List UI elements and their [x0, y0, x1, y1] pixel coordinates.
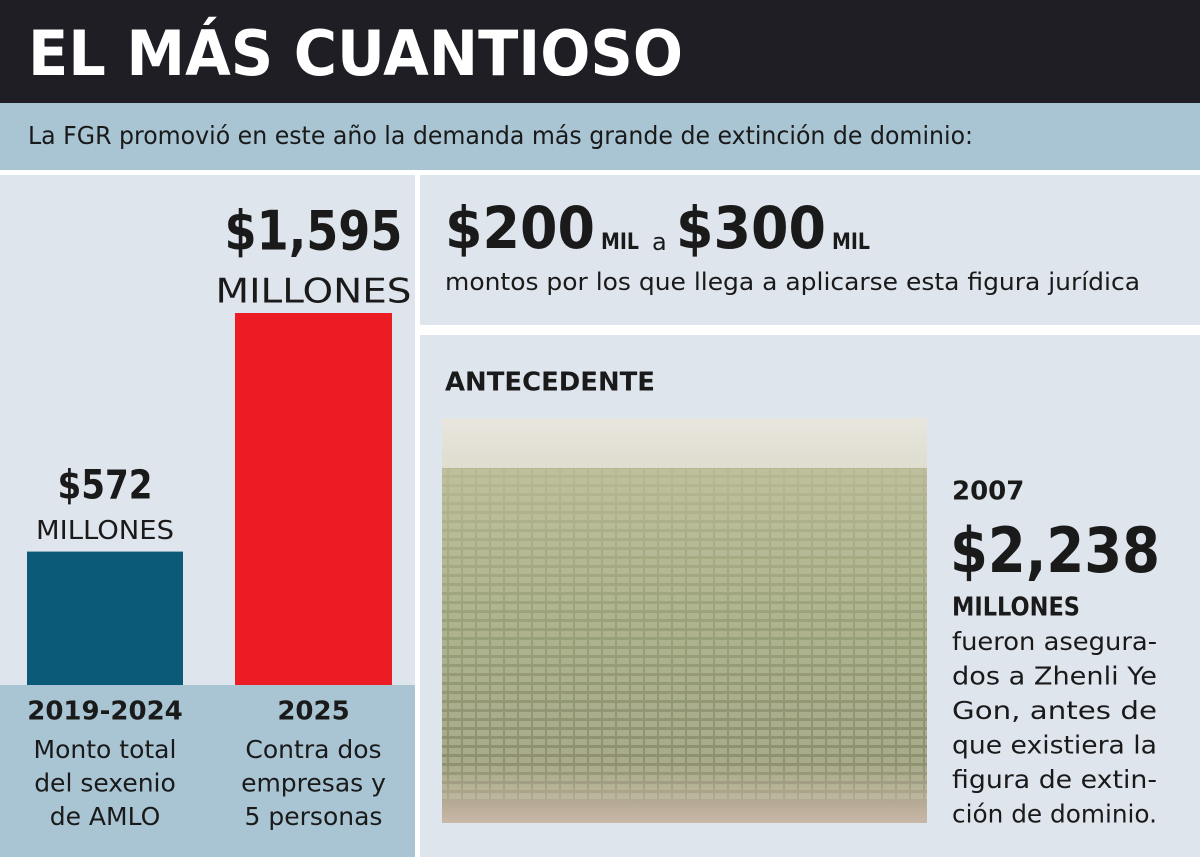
category-description: del sexenio [34, 769, 176, 798]
range-from-unit: MIL [601, 230, 639, 255]
category-label: 2025 [277, 697, 349, 727]
range-to-unit: MIL [832, 230, 870, 255]
range-to: $300 [676, 194, 826, 262]
subtitle: La FGR promovió en este año la demanda m… [28, 121, 973, 150]
category-description: 5 personas [245, 802, 383, 831]
category-description: Monto total [34, 735, 177, 764]
photo-texture [442, 460, 927, 800]
year: 2007 [952, 477, 1024, 507]
section-heading: ANTECEDENTE [445, 368, 655, 398]
chart-footer [0, 685, 415, 857]
description-line: fueron asegura- [952, 627, 1157, 656]
description: fueron asegura-dos a Zhenli Ye Gon, antes… [952, 627, 1157, 829]
header-bar [0, 0, 1200, 103]
description-line: que existiera la [952, 731, 1157, 760]
category-label: 2019-2024 [27, 697, 183, 727]
description-line: dos a Zhenli Ye [952, 662, 1157, 691]
value-label: $1,595 [225, 199, 403, 262]
description-line: ción de dominio. [952, 800, 1157, 829]
range-panel [420, 175, 1200, 325]
value-unit: MILLONES [36, 516, 174, 546]
photo-wall [442, 418, 927, 468]
bar [235, 313, 392, 685]
category-description: empresas y [241, 769, 386, 798]
category-description: Contra dos [245, 735, 381, 764]
value-unit: MILLONES [216, 272, 412, 312]
title: EL MÁS CUANTIOSO [28, 17, 683, 90]
bar [27, 551, 183, 685]
category-description: de AMLO [50, 802, 161, 831]
range-from: $200 [445, 194, 595, 262]
value-label: $572 [58, 463, 153, 509]
amount-unit: MILLONES [952, 593, 1080, 623]
amount: $2,238 [950, 514, 1160, 587]
description-line: Gon, antes de [952, 696, 1157, 725]
range-caption: montos por los que llega a aplicarse est… [445, 268, 1140, 296]
description-line: figura de extin- [952, 765, 1157, 794]
subtitle-band [0, 103, 1200, 170]
range-connector: a [652, 228, 667, 256]
